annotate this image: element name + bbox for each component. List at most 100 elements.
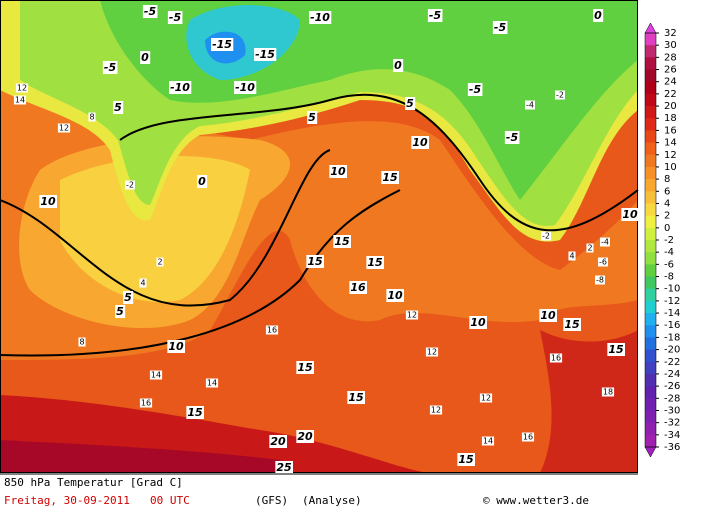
- colorbar-band: [645, 227, 656, 241]
- colorbar-tick-label: 4: [664, 198, 670, 209]
- colorbar-tick-label: 24: [664, 77, 677, 88]
- contour-label-box: [595, 275, 605, 285]
- contour-label-box: [306, 255, 324, 268]
- contour-label: 10: [622, 208, 638, 221]
- contour-label: 12: [407, 311, 417, 320]
- colorbar-band: [645, 191, 656, 204]
- contour-label-box: [115, 305, 126, 318]
- contour-label: 8: [89, 113, 94, 122]
- contour-label-box: [621, 208, 639, 221]
- contour-label: 5: [124, 291, 132, 304]
- colorbar-tick-label: 0: [664, 223, 670, 234]
- colorbar-tick-label: -10: [664, 284, 680, 295]
- contour-label-box: [479, 393, 493, 403]
- contour-label: 16: [350, 281, 366, 294]
- contour-label: -5: [144, 5, 157, 18]
- contour-label-box: [521, 432, 535, 442]
- contour-label-box: [607, 343, 625, 356]
- colorbar-tick-label: -22: [664, 357, 680, 368]
- colorbar-band: [645, 422, 656, 436]
- colorbar-tick-label: -30: [664, 405, 680, 416]
- colorbar-tick-label: -36: [664, 442, 680, 453]
- contour-label-box: [333, 235, 351, 248]
- contour-label: -2: [556, 91, 564, 100]
- contour-label: 14: [207, 379, 217, 388]
- contour-label: 20: [297, 430, 313, 443]
- contour-label: -15: [255, 48, 275, 61]
- contour-label-box: [329, 165, 347, 178]
- map-frame: [0, 0, 638, 473]
- contour-label: 0: [594, 9, 602, 22]
- colorbar-band: [645, 264, 656, 278]
- contour-label-box: [366, 256, 384, 269]
- contour-label-box: [142, 5, 158, 18]
- colorbar-tick-label: 6: [664, 186, 670, 197]
- contour-label-box: [504, 131, 520, 144]
- colorbar-band: [645, 313, 656, 326]
- contour-line: [119, 93, 639, 232]
- contour-label-box: [169, 81, 192, 94]
- contour-label: 14: [15, 96, 25, 105]
- contour-label-box: [205, 378, 219, 388]
- contour-label: 15: [382, 171, 398, 184]
- colorbar-tick-label: -18: [664, 332, 680, 343]
- contour-label-box: [593, 9, 604, 22]
- contour-label-box: [140, 51, 151, 64]
- colorbar-band: [645, 398, 656, 411]
- contour-label-box: [197, 175, 208, 188]
- contour-label: 16: [551, 354, 561, 363]
- contour-line: [0, 189, 401, 357]
- contour-label-box: [525, 100, 535, 110]
- contour-label-box: [349, 281, 367, 294]
- contour-label-box: [555, 90, 565, 100]
- contour-label: 10: [470, 316, 486, 329]
- contour-label-box: [467, 83, 483, 96]
- contour-label: 4: [140, 279, 145, 288]
- contour-label: 14: [483, 437, 493, 446]
- contour-label: 15: [187, 406, 203, 419]
- contour-label-box: [139, 398, 153, 408]
- contour-label-box: [186, 406, 204, 419]
- contour-label: 2: [157, 258, 162, 267]
- colorbar-band: [645, 361, 656, 375]
- contour-label-box: [265, 325, 279, 335]
- contour-label-box: [381, 171, 399, 184]
- colorbar-tick-label: 18: [664, 113, 677, 124]
- contour-label-box: [139, 278, 147, 288]
- contour-label-box: [167, 340, 185, 353]
- contour-label: -10: [170, 81, 190, 94]
- contour-label: 12: [59, 124, 69, 133]
- contour-label-box: [211, 38, 234, 51]
- colorbar-tick-label: 16: [664, 125, 677, 136]
- contour-label: 15: [348, 391, 364, 404]
- colorbar-tick-label: 32: [664, 28, 677, 39]
- contour-label: -5: [469, 83, 482, 96]
- contour-label-box: [429, 405, 443, 415]
- colorbar-band: [645, 57, 656, 71]
- contour-label: 8: [79, 338, 84, 347]
- colorbar-band: [645, 142, 656, 156]
- contour-label: 15: [297, 361, 313, 374]
- contour-label: 15: [458, 453, 474, 466]
- colorbar-band: [645, 118, 656, 131]
- colorbar-band: [645, 288, 656, 302]
- colorbar-tick-label: -2: [664, 235, 674, 246]
- colorbar-band: [645, 373, 656, 387]
- contour-label: -10: [310, 11, 330, 24]
- colorbar-tick-label: -4: [664, 247, 674, 258]
- colorbar-tick-label: -24: [664, 369, 680, 380]
- contour-label: 2: [587, 244, 592, 253]
- footer-model: (GFS): [255, 494, 288, 507]
- contour-label: 10: [412, 136, 428, 149]
- contour-label: 10: [40, 195, 56, 208]
- colorbar-tick-label: -6: [664, 259, 674, 270]
- footer-title: 850 hPa Temperatur [Grad C]: [4, 476, 183, 489]
- colorbar-band: [645, 130, 656, 144]
- contour-label: 10: [387, 289, 403, 302]
- contour-label-box: [296, 430, 314, 443]
- colorbar-band: [645, 154, 656, 168]
- contour-label-box: [57, 123, 71, 133]
- footer-run: (Analyse): [302, 494, 362, 507]
- contour-label-box: [39, 195, 57, 208]
- contour-label: 12: [481, 394, 491, 403]
